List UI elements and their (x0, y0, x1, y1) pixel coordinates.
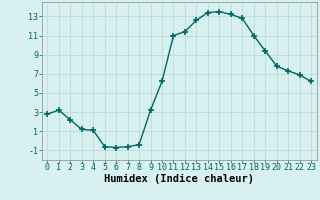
X-axis label: Humidex (Indice chaleur): Humidex (Indice chaleur) (104, 174, 254, 184)
